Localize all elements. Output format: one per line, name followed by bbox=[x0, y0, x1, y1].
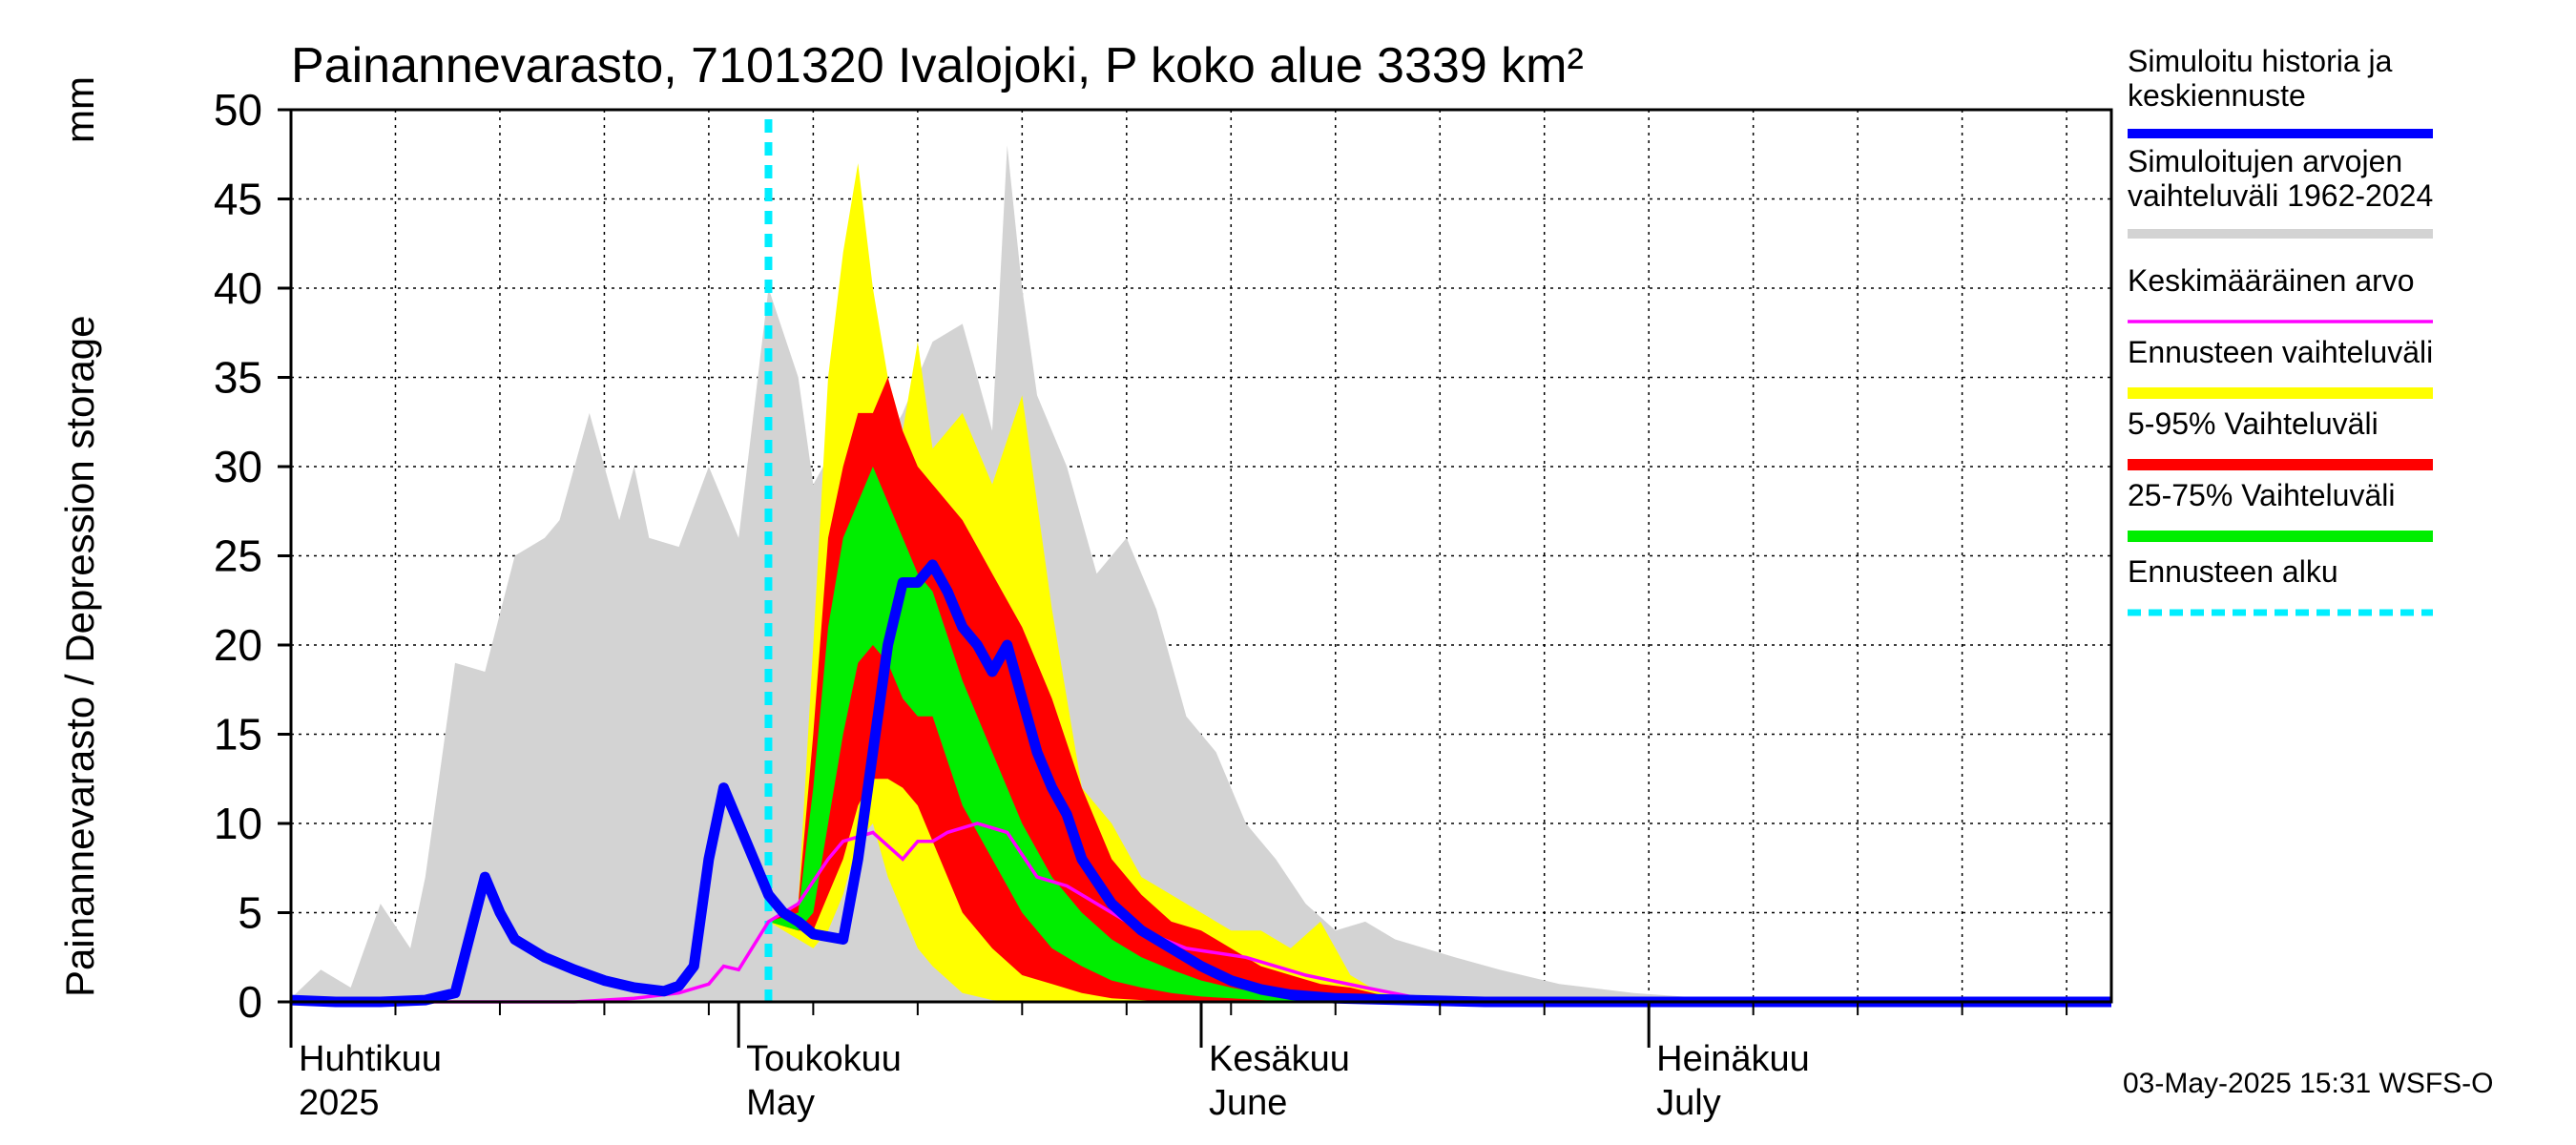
y-axis-unit: mm bbox=[57, 76, 102, 143]
legend-label: Keskimääräinen arvo bbox=[2128, 263, 2415, 298]
chart-title: Painannevarasto, 7101320 Ivalojoki, P ko… bbox=[291, 38, 1584, 94]
series-lines-layer bbox=[290, 119, 2111, 1008]
legend-label: keskiennuste bbox=[2128, 78, 2306, 113]
y-tick-label: 40 bbox=[214, 263, 262, 313]
y-tick-label: 0 bbox=[238, 977, 262, 1027]
y-tick-label: 45 bbox=[214, 175, 262, 224]
historical-range-layer bbox=[291, 145, 2111, 1002]
forecast-bands-layer bbox=[768, 163, 2111, 1003]
legend-label: 5-95% Vaihteluväli bbox=[2128, 406, 2379, 441]
y-tick-label: 10 bbox=[214, 799, 262, 848]
legend-label: 25-75% Vaihteluväli bbox=[2128, 478, 2395, 512]
mean-value-line bbox=[291, 822, 2111, 1004]
x-year-label: 2025 bbox=[299, 1083, 380, 1123]
timestamp: 03-May-2025 15:31 WSFS-O bbox=[2123, 1068, 2494, 1099]
y-tick-label: 15 bbox=[214, 710, 262, 760]
y-tick-label: 35 bbox=[214, 353, 262, 403]
legend-label: Ennusteen alku bbox=[2128, 554, 2338, 589]
legend-label: Ennusteen vaihteluväli bbox=[2128, 335, 2433, 369]
x-month-label: Toukokuu bbox=[746, 1039, 902, 1079]
band-5-95 bbox=[768, 377, 2111, 1002]
historical-range-area bbox=[291, 145, 2111, 1002]
legend-label: vaihteluväli 1962-2024 bbox=[2128, 178, 2433, 213]
legend-label: Simuloitu historia ja bbox=[2128, 44, 2393, 78]
legend-label: Simuloitujen arvojen bbox=[2128, 144, 2402, 178]
x-month-label: Kesäkuu bbox=[1209, 1039, 1350, 1079]
x-month-label: Huhtikuu bbox=[299, 1039, 442, 1079]
y-tick-label: 25 bbox=[214, 531, 262, 581]
forecast-range-band bbox=[768, 163, 2111, 1003]
y-tick-label: 5 bbox=[238, 888, 262, 938]
simulated-forecast-line bbox=[290, 559, 2111, 1008]
y-axis-label: Painannevarasto / Depression storage bbox=[57, 316, 102, 997]
y-tick-label: 50 bbox=[214, 85, 262, 135]
x-year-label: July bbox=[1656, 1083, 1721, 1123]
x-year-label: June bbox=[1209, 1083, 1287, 1123]
x-month-label: Heinäkuu bbox=[1656, 1039, 1810, 1079]
y-tick-label: 30 bbox=[214, 442, 262, 491]
plot-frame bbox=[289, 108, 2113, 1004]
y-tick-label: 20 bbox=[214, 620, 262, 670]
axis-layer: 05101520253035404550Huhtikuu2025Toukokuu… bbox=[214, 85, 2113, 1123]
x-year-label: May bbox=[746, 1083, 815, 1123]
